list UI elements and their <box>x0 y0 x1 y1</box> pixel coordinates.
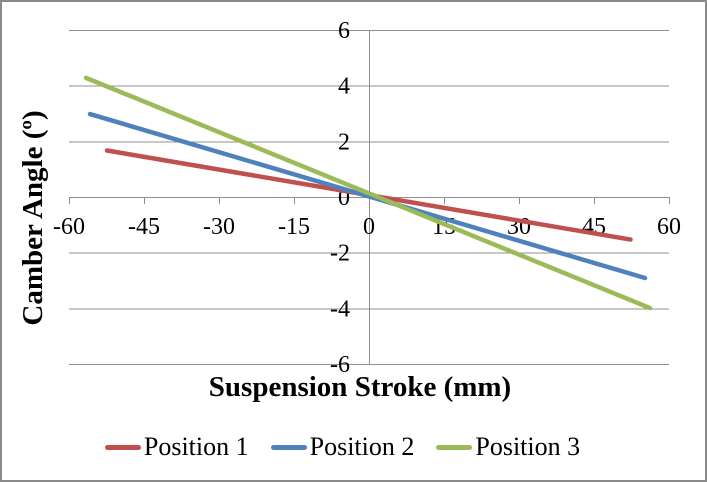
y-tick-label-6: 6 <box>338 18 350 44</box>
series-line-position-3 <box>83 75 653 311</box>
legend-item-position-2: Position 2 <box>270 432 415 461</box>
series-line-position-2 <box>87 111 648 281</box>
x-tick-label--30: -30 <box>203 214 235 240</box>
x-tick-label--60: -60 <box>53 214 85 240</box>
y-tick-label--6: -6 <box>330 352 350 378</box>
x-tick-label-60: 60 <box>657 214 681 240</box>
legend-line-swatch-red <box>104 444 141 450</box>
x-tick-label--15: -15 <box>278 214 310 240</box>
y-tick-label--4: -4 <box>330 296 350 322</box>
legend-line-swatch-green <box>436 444 473 450</box>
legend-label: Position 3 <box>475 432 581 461</box>
y-tick-label-2: 2 <box>338 129 350 155</box>
legend-label: Position 2 <box>309 432 415 461</box>
legend-item-position-3: Position 3 <box>436 433 580 461</box>
y-axis-title: Camber Angle (º) <box>17 110 49 326</box>
legend-line-swatch-blue <box>270 444 307 450</box>
legend-item-position-1: Position 1 <box>104 432 249 461</box>
y-tick-label-4: 4 <box>338 74 350 100</box>
x-tick-label--45: -45 <box>128 214 160 240</box>
y-tick-label--2: -2 <box>330 241 350 267</box>
x-tick-label-0: 0 <box>363 214 375 240</box>
legend-label: Position 1 <box>143 432 249 461</box>
legend: Position 1 Position 2 Position 3 <box>2 432 696 461</box>
x-axis-title: Suspension Stroke (mm) <box>208 371 512 403</box>
